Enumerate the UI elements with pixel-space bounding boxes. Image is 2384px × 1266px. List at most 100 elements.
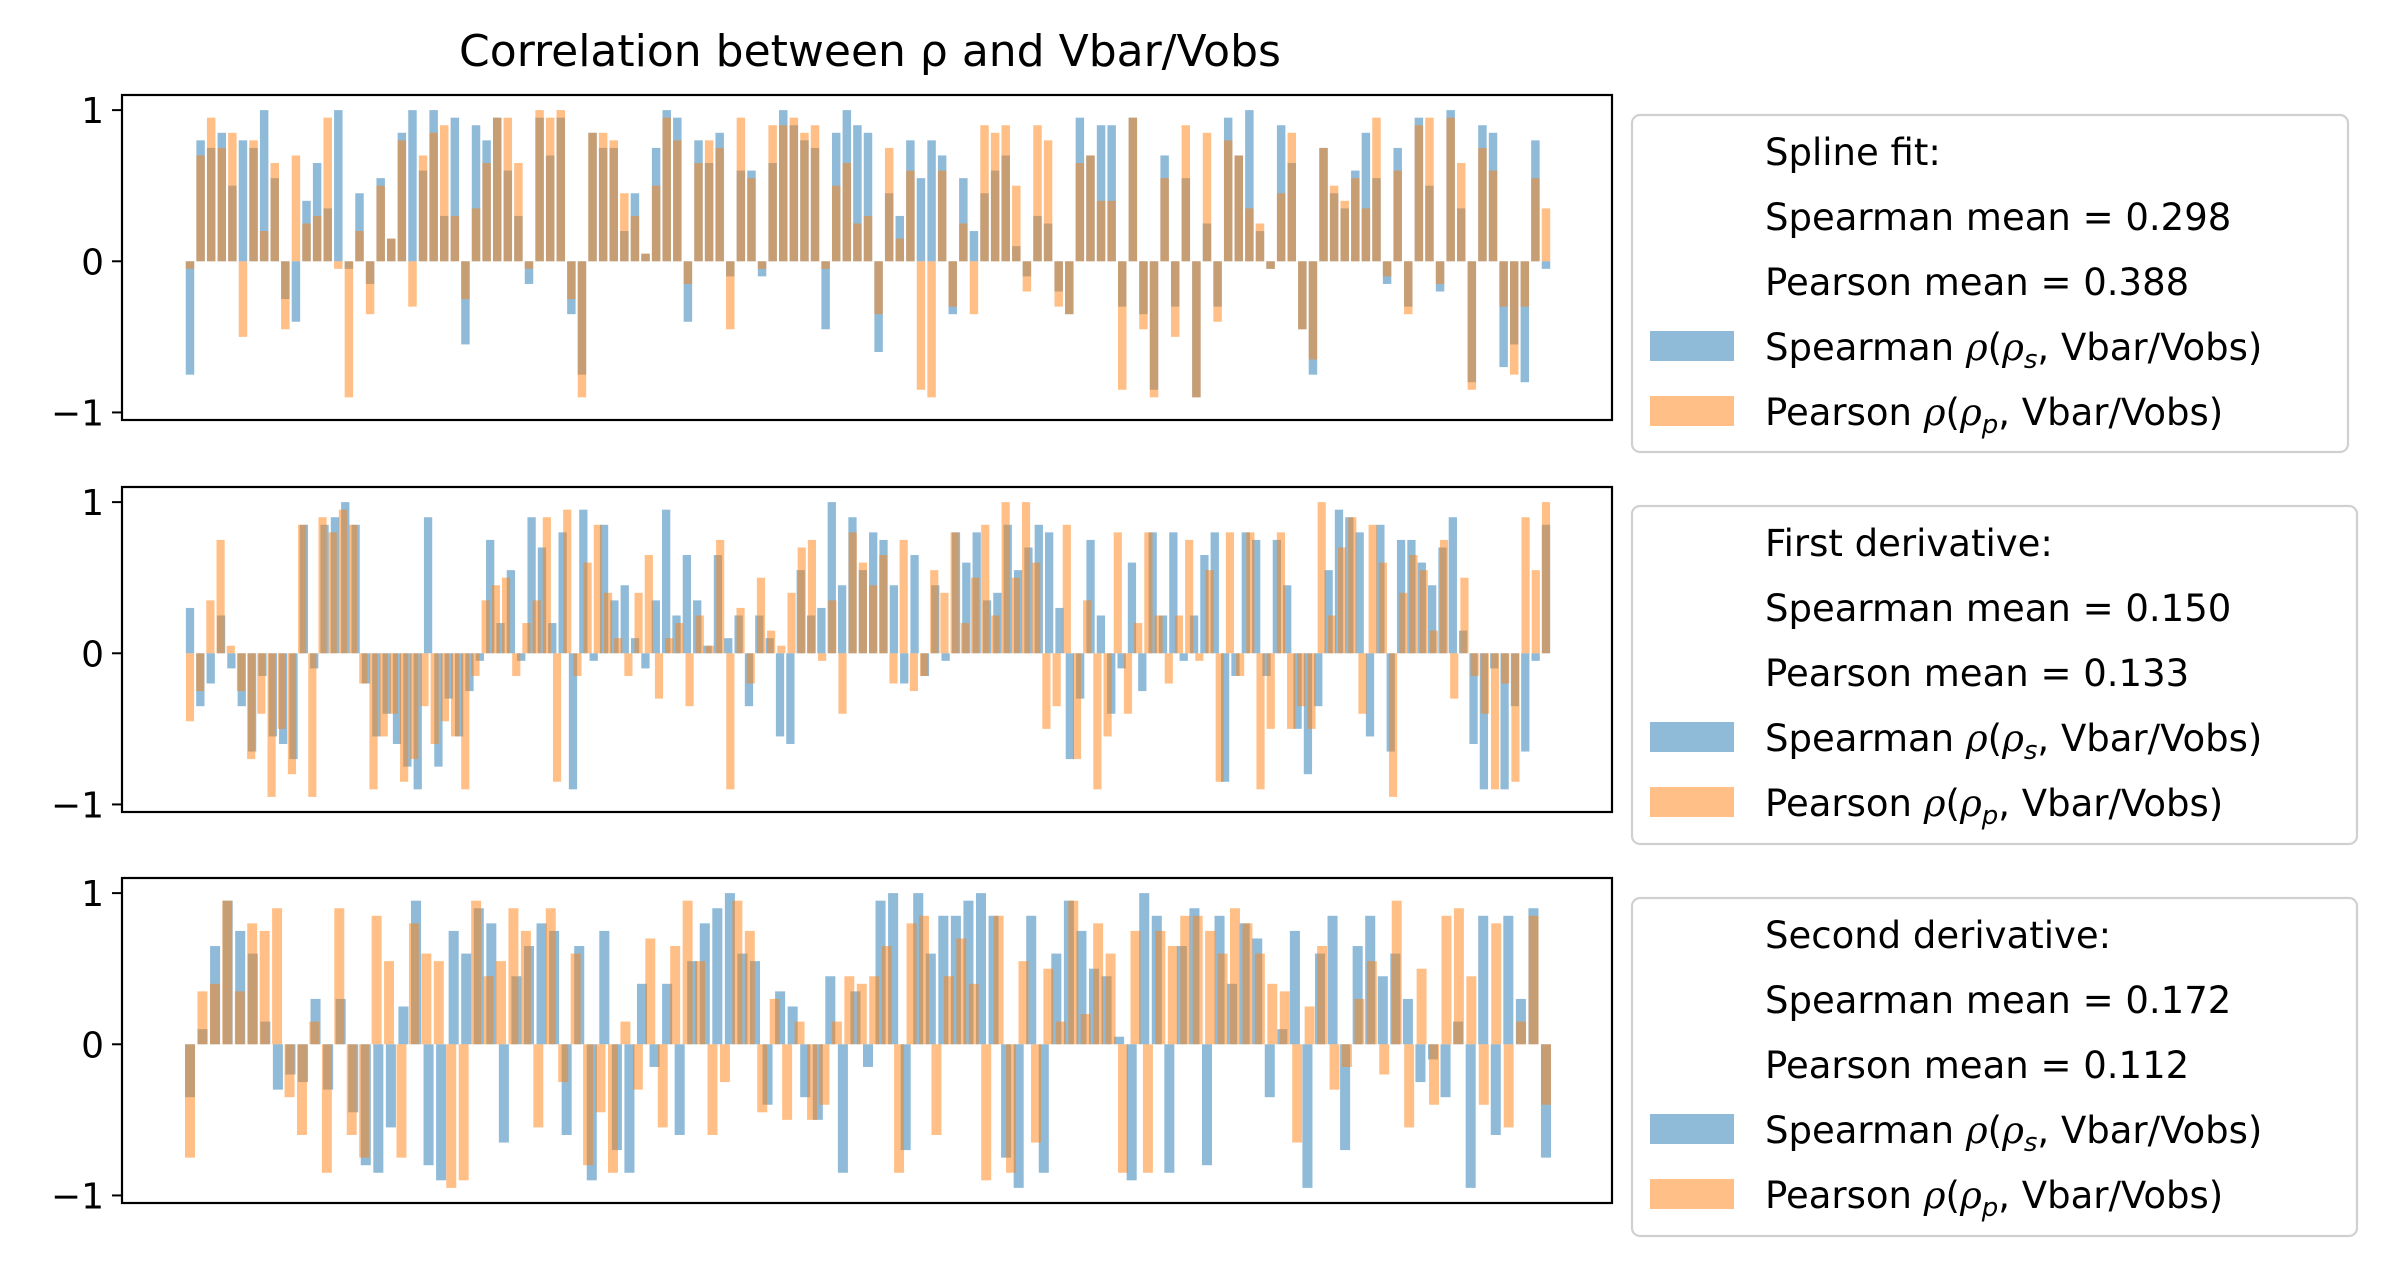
pearson-bar	[277, 653, 286, 729]
pearson-bar	[1267, 983, 1278, 1045]
pearson-bar	[1134, 623, 1143, 654]
pearson-bar	[1068, 900, 1079, 1045]
pearson-bar	[1372, 117, 1381, 262]
y-tick-label: 0	[81, 1025, 104, 1066]
pearson-bar	[993, 915, 1004, 1045]
spearman-bar	[682, 555, 691, 654]
pearson-bar	[1246, 532, 1255, 654]
pearson-bar	[1541, 1044, 1551, 1105]
pearson-bar	[1093, 923, 1104, 1045]
pearson-bar	[990, 132, 1000, 262]
pearson-bar	[1366, 961, 1377, 1045]
pearson-bar	[471, 208, 481, 262]
spearman-bar	[423, 517, 433, 654]
spearman-bar	[900, 1044, 911, 1151]
spearman-bar	[259, 110, 269, 262]
y-tick-label: −1	[51, 785, 104, 826]
pearson-bar	[334, 908, 345, 1045]
pearson-bar	[1096, 200, 1106, 262]
spearman-bar	[988, 915, 999, 1045]
pearson-bar	[931, 1044, 942, 1135]
spearman-bar	[235, 930, 246, 1045]
pearson-bar	[1338, 547, 1347, 654]
pearson-bar	[726, 653, 735, 790]
spearman-bar	[1402, 998, 1413, 1045]
pearson-bar	[446, 1044, 457, 1188]
pearson-bar	[1531, 178, 1540, 262]
pearson-bar	[1488, 170, 1498, 262]
pearson-bar	[819, 1044, 830, 1105]
pearson-bar	[1388, 653, 1398, 797]
pearson-bar	[1404, 1044, 1415, 1128]
spearman-bar	[620, 585, 629, 654]
pearson-bar	[1103, 653, 1112, 737]
spearman-bar	[475, 653, 484, 661]
spearman-bar	[1126, 1044, 1137, 1181]
pearson-bar	[1164, 653, 1173, 684]
spearman-bar	[969, 231, 979, 262]
spearman-bar	[1220, 653, 1230, 782]
pearson-bar	[1429, 630, 1438, 654]
spearman-bar	[827, 502, 836, 654]
legend-mean-label: Pearson mean = 0.388	[1765, 261, 2189, 304]
pearson-bar	[1223, 140, 1233, 262]
pearson-bar	[1466, 976, 1477, 1045]
spearman-bar	[1051, 953, 1062, 1045]
pearson-bar	[318, 517, 327, 654]
pearson-bar	[556, 110, 566, 262]
spearman-bar	[423, 1044, 434, 1166]
pearson-legend-swatch	[1650, 787, 1734, 817]
pearson-bar	[281, 261, 290, 330]
series-pearson	[185, 110, 1551, 398]
spearman-bar	[486, 539, 495, 654]
spearman-bar	[950, 915, 961, 1045]
pearson-bar	[794, 1021, 805, 1045]
spearman-bar	[683, 261, 693, 322]
pearson-bar	[595, 1044, 606, 1113]
pearson-bar	[789, 117, 799, 262]
spearman-bar	[1541, 261, 1551, 269]
pearson-bar	[831, 185, 841, 262]
pearson-bar	[508, 908, 519, 1045]
pearson-bar	[746, 653, 755, 684]
spearman-bar	[1127, 562, 1137, 654]
pearson-legend-label: Pearson ρ(ρp, Vbar/Vobs)	[1765, 1174, 2223, 1223]
pearson-bar	[535, 110, 544, 262]
pearson-bar	[863, 215, 873, 262]
pearson-bar	[1180, 915, 1191, 1045]
pearson-legend-swatch	[1650, 1179, 1734, 1209]
spearman-bar	[1107, 125, 1116, 262]
pearson-bar	[879, 555, 888, 654]
pearson-bar	[848, 532, 857, 654]
pearson-bar	[334, 261, 343, 269]
pearson-bar	[673, 140, 682, 262]
pearson-bar	[797, 547, 806, 654]
pearson-bar	[408, 261, 417, 307]
pearson-bar	[520, 930, 531, 1045]
spearman-bar	[1377, 976, 1388, 1045]
spearman-bar	[1148, 532, 1157, 654]
spearman-bar	[837, 585, 847, 654]
spearman-legend-label: Spearman ρ(ρs, Vbar/Vobs)	[1765, 717, 2262, 766]
pearson-legend-swatch	[1650, 396, 1734, 426]
spearman-bar	[825, 976, 836, 1045]
pearson-bar	[440, 125, 449, 262]
pearson-bar	[1399, 592, 1408, 654]
pearson-bar	[1142, 1044, 1153, 1173]
spearman-bar	[408, 110, 417, 262]
pearson-bar	[481, 600, 490, 654]
pearson-bar	[1292, 1044, 1303, 1143]
pearson-bar	[1393, 170, 1402, 262]
spearman-bar	[837, 1044, 848, 1173]
spearman-bar	[385, 1044, 396, 1128]
pearson-bar	[1118, 1044, 1128, 1173]
pearson-bar	[570, 953, 581, 1045]
pearson-bar	[222, 900, 233, 1045]
spearman-bar	[800, 1044, 811, 1098]
series-pearson	[185, 502, 1551, 797]
pearson-bar	[272, 908, 283, 1045]
pearson-bar	[959, 223, 968, 262]
pearson-bar	[1541, 208, 1551, 262]
spearman-bar	[1231, 653, 1240, 676]
